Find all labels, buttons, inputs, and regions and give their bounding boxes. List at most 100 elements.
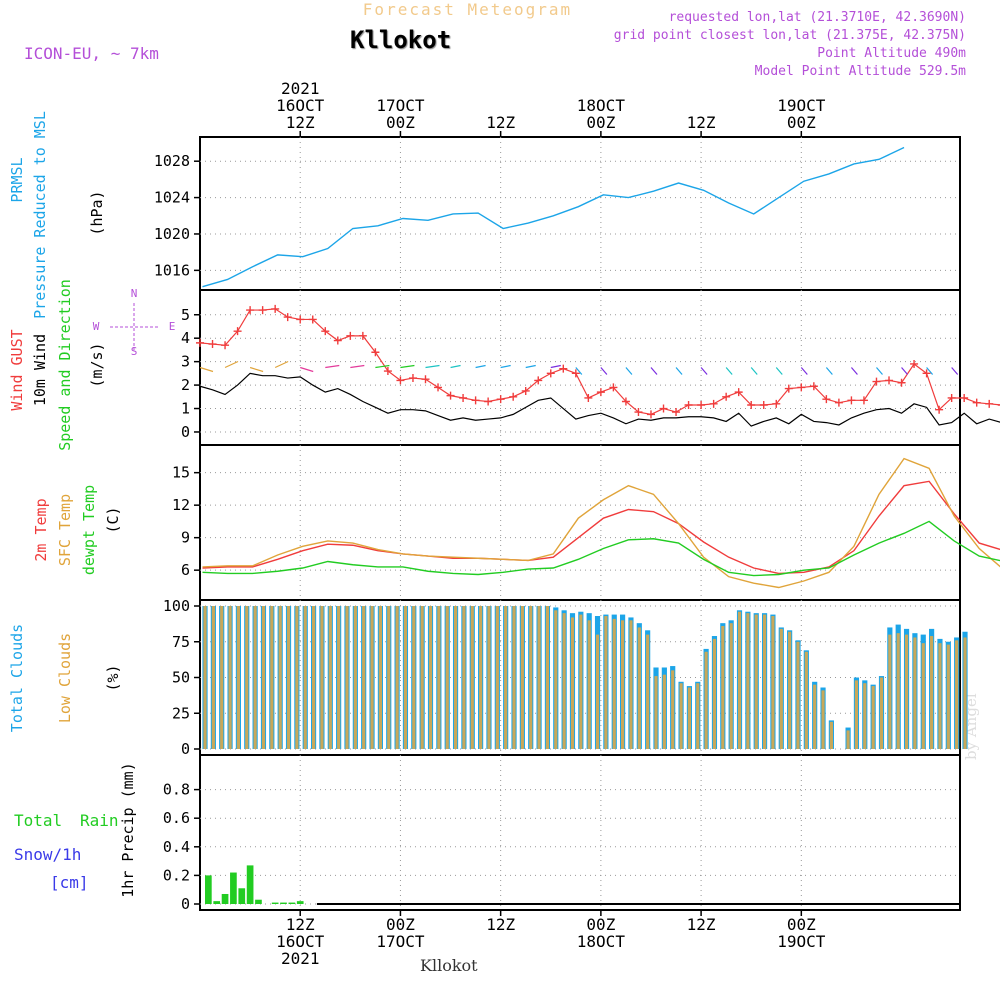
low-cloud-bar xyxy=(378,606,382,749)
low-cloud-bar xyxy=(788,631,792,749)
low-cloud-bar xyxy=(211,606,215,749)
low-cloud-bar xyxy=(437,606,441,749)
temp-dewpt-label: dewpt Temp xyxy=(80,485,98,575)
wind-direction-arrow xyxy=(350,364,365,369)
panel-precipitation xyxy=(199,754,961,911)
temp-dewpt-line xyxy=(202,520,1000,577)
gust-point xyxy=(596,388,605,397)
rain-bar xyxy=(288,902,296,904)
wind-direction-arrow xyxy=(825,367,833,375)
rain-bar xyxy=(205,875,212,904)
gust-point xyxy=(784,384,793,393)
y-axis-precipitation: 0 0.2 0.4 0.6 0.8 xyxy=(163,781,960,913)
low-cloud-bar xyxy=(746,613,750,749)
gust-point xyxy=(621,397,630,406)
wind-gust-label: Wind GUST xyxy=(8,329,26,410)
x-top-tick-label: 16OCT xyxy=(276,96,325,115)
y-tick-label: 0.4 xyxy=(163,838,190,856)
x-top-tick-label: 18OCT xyxy=(577,96,626,115)
snow-unit-label: [cm] xyxy=(50,873,89,892)
gust-point xyxy=(196,338,204,347)
temp-2m-label: 2m Temp xyxy=(32,498,50,561)
gust-point xyxy=(446,391,455,400)
gust-point xyxy=(797,383,806,392)
y-tick-label: 0.6 xyxy=(163,809,190,827)
gust-point xyxy=(646,410,655,419)
low-cloud-bar xyxy=(662,674,666,749)
precip-unit-label: 1hr Precip (mm) xyxy=(119,762,137,897)
y-tick-label: 3 xyxy=(181,353,190,371)
low-cloud-bar xyxy=(479,606,483,749)
y-tick-label: 1016 xyxy=(154,261,190,279)
rain-bar xyxy=(280,902,287,904)
gust-point xyxy=(383,367,392,376)
y-tick-label: 1024 xyxy=(154,189,190,207)
wind-direction-arrow xyxy=(951,367,959,375)
footer-station: Kllokot xyxy=(420,956,478,975)
wind-direction-arrow xyxy=(500,364,511,369)
low-clouds-label: Low Clouds xyxy=(56,633,74,723)
gust-point xyxy=(434,383,443,392)
requested-coordinates: requested lon,lat (21.3710E, 42.3690N) xyxy=(668,10,966,25)
wind-direction-label: Speed and Direction xyxy=(56,279,74,451)
wind-10m-label: 10m Wind xyxy=(31,334,49,406)
low-cloud-bar xyxy=(955,640,959,749)
gust-point xyxy=(709,399,718,408)
total-rain-label-total: Total xyxy=(14,811,62,830)
low-cloud-bar xyxy=(428,606,433,749)
low-cloud-bar xyxy=(345,606,349,749)
panel-frame-temperature xyxy=(199,444,961,601)
y-tick-label: 0.2 xyxy=(163,866,190,884)
low-cloud-bar xyxy=(395,606,399,749)
temp-sfc-line xyxy=(202,457,1000,589)
gust-point xyxy=(972,398,981,407)
gust-point xyxy=(246,306,255,315)
low-cloud-bar xyxy=(504,606,508,749)
gust-point xyxy=(834,398,843,407)
panel-temperature xyxy=(199,444,961,601)
temp-sfc-label: SFC Temp xyxy=(56,494,74,566)
gust-point xyxy=(258,306,267,315)
gust-point xyxy=(822,395,831,404)
wind-direction-arrow xyxy=(475,364,486,369)
low-cloud-bar xyxy=(520,606,524,749)
gust-point xyxy=(672,408,681,417)
low-cloud-bar xyxy=(804,651,808,749)
low-cloud-bar xyxy=(621,620,625,749)
prmsl-label: PRMSL xyxy=(8,157,26,202)
low-cloud-bar xyxy=(913,637,917,749)
gust-point xyxy=(283,313,292,322)
gust-point xyxy=(509,392,518,401)
gust-point xyxy=(859,396,868,405)
gust-point xyxy=(722,392,731,401)
y-tick-label: 6 xyxy=(181,561,190,579)
low-cloud-bar xyxy=(362,606,366,749)
low-cloud-bar xyxy=(762,614,767,749)
x-top-tick-label: 19OCT xyxy=(777,96,826,115)
low-cloud-bar xyxy=(487,606,491,749)
y-tick-label: 15 xyxy=(172,464,190,482)
meteogram-title: Forecast Meteogram xyxy=(362,0,573,19)
gust-point xyxy=(396,376,405,385)
pressure-unit-label: (hPa) xyxy=(88,190,106,235)
low-cloud-bar xyxy=(403,606,408,749)
low-cloud-bar xyxy=(604,616,608,749)
low-cloud-bar xyxy=(829,721,833,749)
low-cloud-bar xyxy=(871,686,875,749)
y-tick-label: 0 xyxy=(181,740,190,758)
gust-point xyxy=(208,340,217,349)
gust-point xyxy=(296,315,305,324)
wind-direction-arrow xyxy=(375,364,390,369)
gust-point xyxy=(584,393,593,402)
gust-point xyxy=(371,348,380,357)
gust-point xyxy=(922,369,931,378)
gust-point xyxy=(534,376,543,385)
low-cloud-bar xyxy=(754,614,758,749)
low-cloud-bar xyxy=(228,606,232,749)
y-tick-label: 4 xyxy=(181,329,190,347)
gust-point xyxy=(910,359,919,368)
x-bottom-tick-label: 19OCT xyxy=(777,932,826,951)
x-bottom-tick-label: 12Z xyxy=(687,915,716,934)
